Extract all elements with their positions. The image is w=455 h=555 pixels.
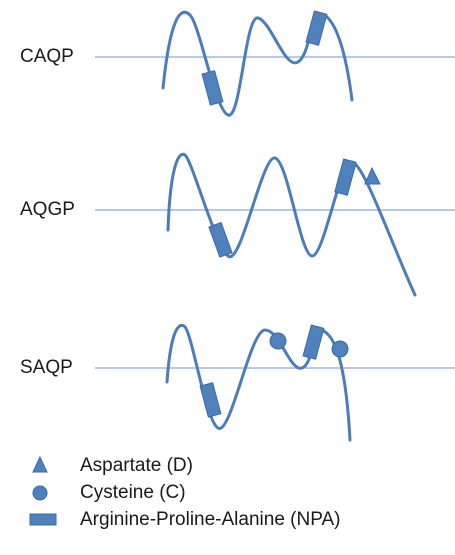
npa-motif bbox=[209, 223, 232, 258]
aspartate-marker bbox=[365, 168, 380, 184]
row-label: CAQP bbox=[20, 46, 74, 67]
npa-motif bbox=[306, 11, 327, 45]
cysteine-marker bbox=[270, 333, 286, 349]
protein-wave bbox=[168, 154, 415, 295]
legend-label: Aspartate (D) bbox=[80, 455, 193, 476]
diagram: CAQP AQGP SAQP Aspartate (D) Cysteine (C… bbox=[0, 0, 455, 555]
row-label: AQGP bbox=[20, 199, 75, 220]
legend-circle bbox=[33, 486, 47, 500]
npa-motif bbox=[202, 71, 223, 105]
npa-motif bbox=[303, 325, 324, 359]
legend-label: Cysteine (C) bbox=[80, 482, 186, 503]
legend-label: Arginine-Proline-Alanine (NPA) bbox=[80, 509, 340, 530]
npa-motif bbox=[200, 383, 221, 417]
cysteine-marker bbox=[332, 341, 348, 357]
protein-wave bbox=[167, 325, 350, 440]
legend-rect bbox=[30, 514, 56, 525]
npa-motif bbox=[335, 159, 356, 195]
legend-triangle bbox=[33, 457, 47, 472]
row-label: SAQP bbox=[20, 357, 73, 378]
